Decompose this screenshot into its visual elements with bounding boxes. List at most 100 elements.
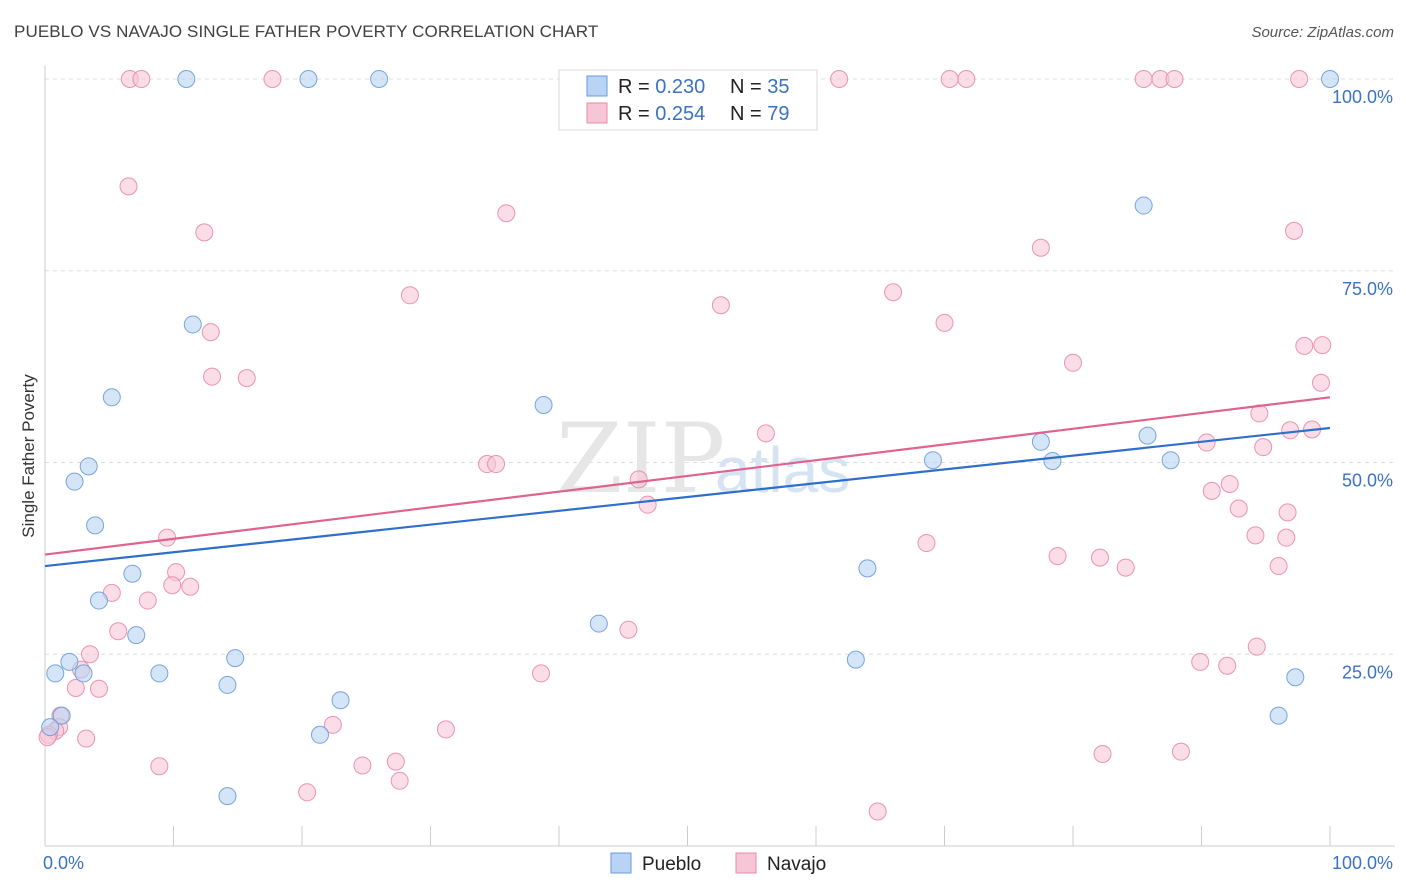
- legend-navajo-r-value: 0.254: [655, 103, 705, 125]
- chart-source: Source: ZipAtlas.com: [1251, 24, 1394, 41]
- legend-navajo-n-label: N =: [730, 103, 767, 125]
- navajo-point: [77, 729, 96, 748]
- navajo-point: [66, 678, 85, 697]
- pueblo-point: [89, 591, 108, 610]
- bottom-legend-pueblo: Pueblo: [642, 854, 701, 875]
- axis-layer: [44, 66, 1395, 847]
- navajo-point: [1312, 373, 1331, 392]
- navajo-point: [1269, 557, 1288, 576]
- navajo-point: [1290, 70, 1309, 88]
- navajo-point: [1165, 70, 1184, 88]
- bottom-legend: Pueblo Navajo: [610, 852, 826, 875]
- legend-pueblo-r-label: R =: [618, 76, 655, 98]
- navajo-point: [756, 424, 775, 443]
- navajo-point: [1031, 238, 1050, 257]
- legend-pueblo-r-value: 0.230: [655, 76, 705, 98]
- navajo-point: [386, 752, 405, 771]
- navajo-point: [237, 369, 256, 388]
- navajo-point: [1218, 656, 1237, 675]
- navajo-point: [629, 470, 648, 489]
- navajo-point: [1064, 353, 1082, 372]
- y-tick-label-75: 75.0%: [1342, 279, 1393, 299]
- pueblo-points: [41, 70, 1339, 806]
- bottom-legend-navajo: Navajo: [767, 854, 826, 875]
- legend-pueblo-n-label: N =: [730, 76, 767, 98]
- pueblo-point: [102, 388, 121, 407]
- legend-navajo-n: N = 79: [730, 103, 790, 125]
- navajo-point: [89, 679, 108, 698]
- pueblo-point: [86, 516, 105, 535]
- legend-navajo-row: R = 0.254: [618, 103, 705, 125]
- pueblo-point: [41, 718, 60, 737]
- navajo-point: [1247, 637, 1266, 656]
- navajo-point: [323, 715, 342, 734]
- pueblo-point: [1161, 451, 1180, 470]
- navajo-point: [1254, 438, 1273, 457]
- navajo-point: [1171, 742, 1190, 761]
- navajo-point: [298, 783, 317, 802]
- pueblo-point: [65, 472, 84, 491]
- pueblo-point: [370, 70, 389, 88]
- navajo-point: [1281, 421, 1300, 440]
- navajo-point: [1202, 481, 1221, 500]
- x-tick-label-max: 100.0%: [1332, 853, 1393, 873]
- pueblo-point: [846, 650, 865, 669]
- y-tick-label-50: 50.0%: [1342, 471, 1393, 491]
- pueblo-point: [183, 315, 202, 334]
- watermark-zip: ZIP: [556, 403, 725, 515]
- navajo-point: [638, 495, 657, 514]
- navajo-point: [1285, 221, 1304, 240]
- navajo-point: [195, 223, 214, 242]
- pueblo-point: [1321, 70, 1339, 88]
- navajo-point: [150, 757, 169, 776]
- legend-pueblo-n-value: 35: [767, 76, 789, 98]
- navajo-point: [400, 286, 419, 305]
- bottom-legend-swatch-navajo: [735, 852, 757, 874]
- x-tick-label-min: 0.0%: [43, 853, 84, 873]
- navajo-point: [532, 664, 551, 683]
- pueblo-point: [1138, 426, 1157, 445]
- watermark: ZIP atlas: [556, 403, 850, 515]
- pueblo-point: [1031, 432, 1050, 451]
- navajo-trend-line: [44, 396, 1331, 556]
- pueblo-point: [218, 787, 237, 806]
- bottom-legend-swatch-pueblo: [610, 852, 632, 874]
- navajo-point: [619, 620, 638, 639]
- navajo-point: [132, 70, 151, 88]
- legend-pueblo-n: N = 35: [730, 76, 790, 98]
- legend-swatch-pueblo: [586, 75, 608, 97]
- pueblo-point: [299, 70, 318, 88]
- pueblo-point: [60, 652, 79, 671]
- pueblo-point: [226, 649, 245, 668]
- navajo-point: [830, 70, 849, 88]
- pueblo-point: [1286, 668, 1305, 687]
- pueblo-point: [123, 564, 142, 583]
- grid-layer: [45, 78, 1395, 655]
- pueblo-point: [1134, 196, 1153, 215]
- legend-pueblo-row: R = 0.230: [618, 76, 705, 98]
- navajo-point: [119, 177, 138, 196]
- pueblo-point: [1043, 451, 1062, 470]
- legend-navajo-n-value: 79: [767, 103, 789, 125]
- pueblo-point: [331, 691, 350, 710]
- pueblo-point: [79, 457, 98, 476]
- navajo-point: [935, 313, 954, 332]
- chart-title: PUEBLO VS NAVAJO SINGLE FATHER POVERTY C…: [14, 22, 599, 41]
- navajo-point: [868, 802, 887, 821]
- navajo-point: [158, 528, 177, 547]
- navajo-point: [1246, 526, 1265, 545]
- navajo-point: [201, 323, 220, 342]
- navajo-point: [203, 367, 222, 386]
- navajo-point: [1090, 548, 1109, 567]
- trend-layer: [44, 396, 1331, 568]
- navajo-point: [497, 204, 516, 223]
- navajo-point: [1277, 528, 1296, 547]
- navajo-point: [353, 756, 372, 775]
- legend-swatch-navajo: [586, 102, 608, 124]
- navajo-point: [917, 534, 936, 553]
- pueblo-point: [1269, 706, 1288, 725]
- navajo-point: [487, 455, 506, 474]
- navajo-point: [80, 645, 99, 664]
- y-axis-label: Single Father Poverty: [19, 374, 38, 538]
- pueblo-point: [52, 706, 71, 725]
